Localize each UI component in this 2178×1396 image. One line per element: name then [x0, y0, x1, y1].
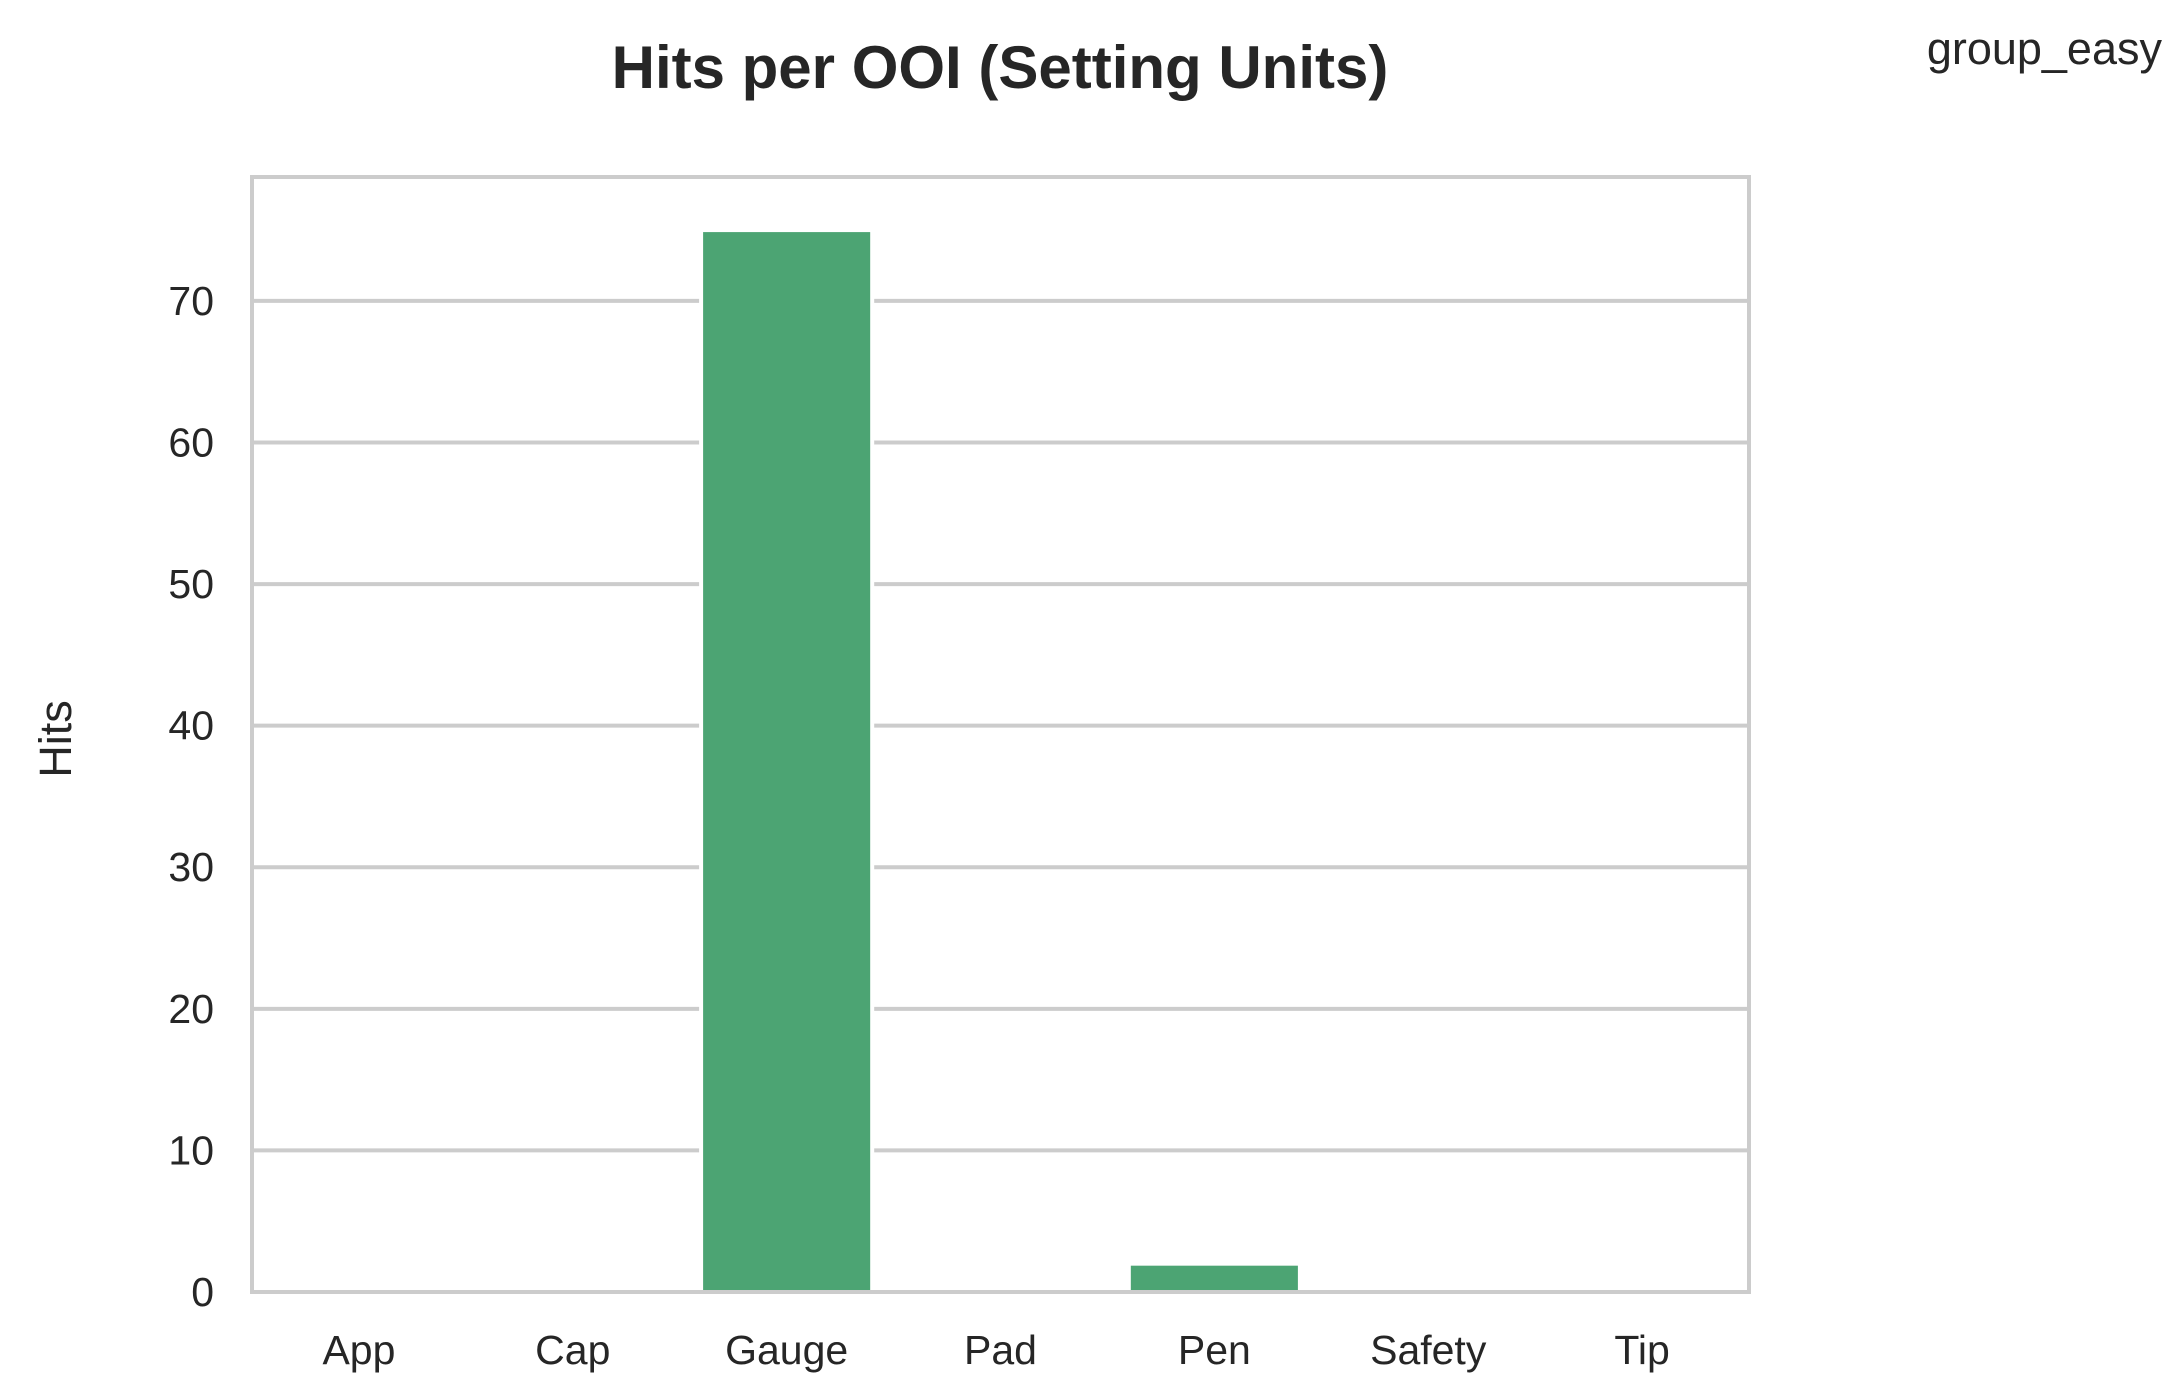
y-tick-label: 10: [168, 1127, 214, 1173]
legend-label: group_easy: [1927, 23, 2163, 74]
bars: [699, 228, 1302, 1295]
x-tick-label: Pen: [1178, 1327, 1251, 1373]
x-tick-label: App: [322, 1327, 395, 1373]
y-tick-label: 70: [168, 278, 214, 324]
chart-title: Hits per OOI (Setting Units): [612, 34, 1389, 101]
y-tick-label: 40: [168, 703, 214, 749]
bar-gauge: [699, 228, 875, 1295]
x-tick-label: Pad: [964, 1327, 1037, 1373]
bar-pen: [1126, 1261, 1302, 1294]
y-axis-label: Hits: [30, 700, 81, 778]
y-tick-label: 0: [191, 1269, 214, 1315]
x-tick-label: Cap: [535, 1327, 610, 1373]
x-tick-label: Safety: [1370, 1327, 1487, 1373]
y-tick-label: 50: [168, 561, 214, 607]
y-tick-label: 60: [168, 419, 214, 465]
y-tick-labels: 0 10 20 30 40 50 60 70: [168, 278, 214, 1315]
plot-frame: [250, 175, 1751, 1294]
x-tick-labels: App Cap Gauge Pad Pen Safety Tip: [322, 1327, 1669, 1373]
x-tick-label: Tip: [1614, 1327, 1669, 1373]
y-tick-label: 20: [168, 986, 214, 1032]
y-tick-label: 30: [168, 844, 214, 890]
grid-lines: [252, 298, 1749, 1153]
x-tick-label: Gauge: [725, 1327, 848, 1373]
